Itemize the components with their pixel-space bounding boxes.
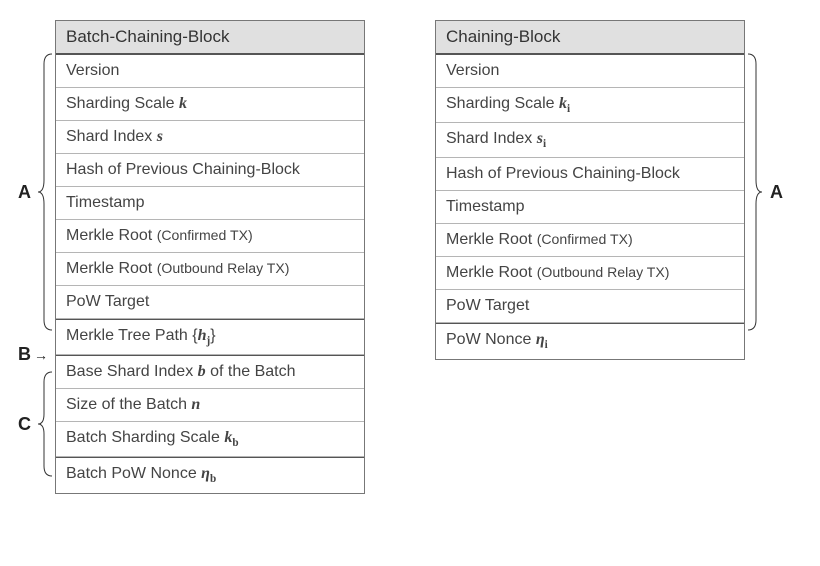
symbol: si [537, 130, 546, 147]
symbol: n [191, 396, 200, 413]
row-text: Version [66, 62, 119, 79]
brace-left-c [36, 370, 54, 478]
row-paren: (Outbound Relay TX) [537, 264, 670, 280]
table-title: Chaining-Block [446, 27, 560, 46]
symbol: ki [559, 95, 570, 112]
row-text: Merkle Root [446, 264, 537, 281]
brace-right-a [746, 52, 764, 332]
arrow-icon: → [34, 347, 48, 363]
chaining-block-table: Chaining-Block VersionSharding Scale kiS… [435, 20, 745, 360]
row-text: Shard Index [66, 128, 157, 145]
section-label-a: A [18, 182, 31, 203]
symbol: ηb [201, 465, 216, 482]
row-text: Hash of Previous Chaining-Block [446, 165, 680, 182]
table-header: Batch-Chaining-Block [56, 21, 364, 55]
row-text: Base Shard Index [66, 363, 198, 380]
table-row: Batch Sharding Scale kb [56, 422, 364, 457]
row-text: Sharding Scale [66, 95, 179, 112]
row-paren: (Confirmed TX) [537, 231, 633, 247]
table-row: PoW Target [436, 290, 744, 323]
table-row: Sharding Scale ki [436, 88, 744, 123]
label-text: B [18, 344, 31, 364]
table-row: Merkle Root (Confirmed TX) [56, 220, 364, 253]
row-text: PoW Target [66, 293, 149, 310]
table-row: Merkle Root (Outbound Relay TX) [56, 253, 364, 286]
row-paren: (Outbound Relay TX) [157, 260, 290, 276]
batch-chaining-block-table: Batch-Chaining-Block Version Sharding Sca… [55, 20, 365, 494]
label-text: A [770, 182, 783, 202]
table-row: PoW Nonce ηi [436, 323, 744, 358]
symbol: s [157, 128, 163, 145]
subscript: i [543, 138, 546, 150]
row-text: PoW Target [446, 297, 529, 314]
symbol: kb [224, 429, 238, 446]
set-notation: {hj} [192, 327, 215, 344]
table-row: Version [436, 55, 744, 88]
row-text: Merkle Root [446, 231, 537, 248]
section-label-a-right: A [770, 182, 783, 203]
subscript: i [545, 340, 548, 352]
symbol: ηi [536, 331, 548, 348]
row-tail: of the Batch [206, 363, 296, 380]
table-row: Hash of Previous Chaining-Block [436, 158, 744, 191]
table-row: Shard Index si [436, 123, 744, 158]
table-row: PoW Target [56, 286, 364, 319]
table-row: Timestamp [56, 187, 364, 220]
brace-left-a [36, 52, 54, 332]
row-text: Size of the Batch [66, 396, 191, 413]
diagram-canvas: Batch-Chaining-Block Version Sharding Sca… [0, 0, 820, 566]
row-text: Version [446, 62, 499, 79]
symbol: k [179, 95, 187, 112]
table-row: Merkle Root (Outbound Relay TX) [436, 257, 744, 290]
table-body: VersionSharding Scale kiShard Index siHa… [436, 55, 744, 359]
section-label-c: C [18, 414, 31, 435]
row-text: Batch PoW Nonce [66, 465, 201, 482]
table-header: Chaining-Block [436, 21, 744, 55]
row-text: Sharding Scale [446, 95, 559, 112]
table-row: Merkle Root (Confirmed TX) [436, 224, 744, 257]
table-row: Timestamp [436, 191, 744, 224]
subscript: b [210, 474, 216, 486]
row-text: Batch Sharding Scale [66, 429, 224, 446]
row-text: PoW Nonce [446, 331, 536, 348]
label-text: C [18, 414, 31, 434]
symbol: b [198, 363, 206, 380]
table-row: Base Shard Index b of the Batch [56, 355, 364, 389]
table-row: Hash of Previous Chaining-Block [56, 154, 364, 187]
table-row: Size of the Batch n [56, 389, 364, 422]
row-text: Merkle Tree Path [66, 327, 192, 344]
label-text: A [18, 182, 31, 202]
row-text: Shard Index [446, 130, 537, 147]
table-row: Version [56, 55, 364, 88]
row-text: Merkle Root [66, 227, 157, 244]
table-row: Sharding Scale k [56, 88, 364, 121]
row-text: Merkle Root [66, 260, 157, 277]
row-paren: (Confirmed TX) [157, 227, 253, 243]
table-row: Batch PoW Nonce ηb [56, 457, 364, 492]
section-label-b: B [18, 344, 31, 365]
row-text: Timestamp [446, 198, 525, 215]
table-row: Merkle Tree Path {hj} [56, 319, 364, 355]
table-row: Shard Index s [56, 121, 364, 154]
table-title: Batch-Chaining-Block [66, 27, 229, 46]
subscript: b [232, 437, 238, 449]
subscript: i [567, 103, 570, 115]
row-text: Hash of Previous Chaining-Block [66, 161, 300, 178]
table-body: VersionSharding Scale kShard Index sHash… [56, 55, 364, 493]
row-text: Timestamp [66, 194, 145, 211]
